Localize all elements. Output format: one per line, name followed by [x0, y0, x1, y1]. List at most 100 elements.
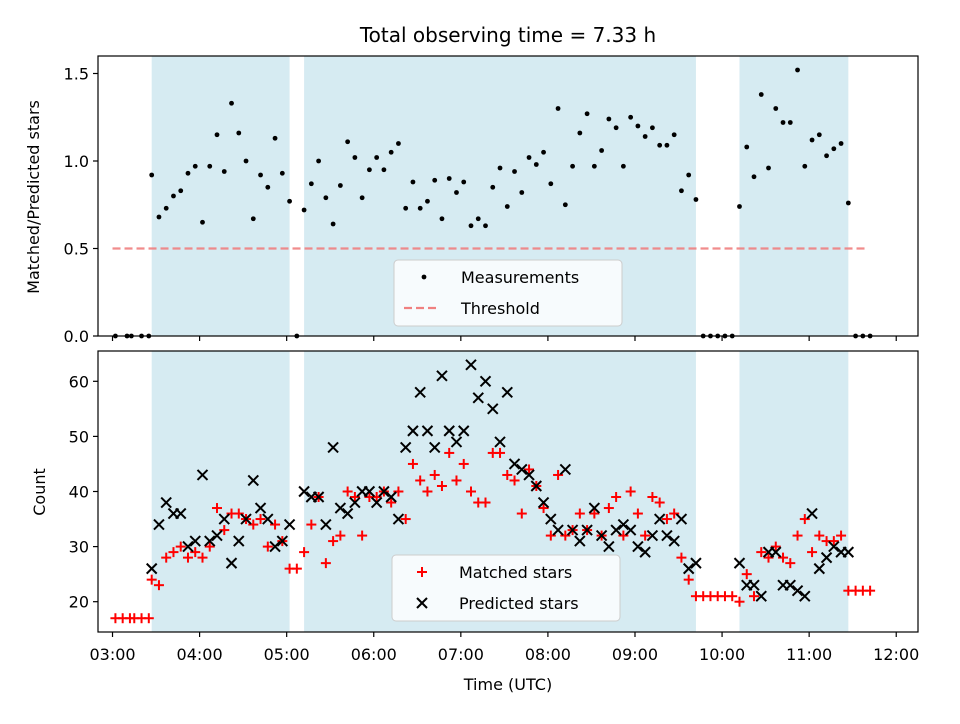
matched-star-marker [770, 541, 781, 552]
predicted-star-marker [537, 496, 550, 509]
measurement-point [381, 167, 387, 173]
predicted-star-marker [624, 524, 637, 536]
matched-star-marker [255, 514, 266, 525]
measurement-point [497, 165, 503, 171]
measurement-point [417, 205, 423, 211]
measurement-point [824, 153, 829, 159]
measurement-point [787, 120, 793, 125]
measurement-point [577, 130, 583, 136]
measurement-point [221, 169, 227, 174]
measurement-point [562, 202, 568, 208]
predicted-star-marker [262, 513, 274, 525]
matched-star-marker [436, 480, 447, 491]
measurement-point [229, 100, 234, 106]
predicted-star-marker [581, 524, 593, 536]
predicted-star-marker [196, 469, 209, 481]
matched-star-marker [204, 541, 215, 552]
x-tick-label: 04:00 [177, 645, 223, 664]
measurement-point [446, 176, 452, 181]
measurement-point [773, 106, 779, 111]
predicted-star-marker [225, 557, 238, 569]
y-tick-label: 50 [69, 427, 89, 446]
measurement-point [620, 163, 626, 169]
matched-star-marker [741, 569, 752, 580]
predicted-star-marker [639, 546, 651, 558]
predicted-star-marker [153, 518, 165, 531]
measurement-point [236, 130, 242, 136]
predicted-star-marker [653, 513, 666, 525]
matched-star-marker [386, 497, 397, 508]
predicted-star-marker [748, 579, 760, 591]
measurement-point [599, 148, 605, 153]
legend-matched-swatch [417, 567, 427, 577]
measurement-point [461, 179, 467, 185]
matched-star-marker [618, 530, 629, 541]
measurement-point [250, 216, 256, 222]
predicted-star-marker [791, 584, 804, 597]
matched-star-marker [306, 519, 317, 530]
matched-star-marker [190, 547, 201, 558]
predicted-star-marker [407, 425, 419, 437]
matched-star-marker [778, 552, 789, 563]
legend-box [393, 259, 623, 327]
matched-star-marker [291, 563, 302, 574]
x-axis-label: Time (UTC) [463, 675, 552, 694]
matched-star-marker [458, 458, 469, 469]
matched-star-marker [828, 536, 839, 547]
predicted-star-marker [421, 425, 434, 437]
measurement-point [570, 163, 575, 169]
matched-star-marker [212, 503, 223, 514]
measurement-point [751, 174, 757, 180]
matched-star-marker [299, 547, 310, 558]
measurement-point [403, 205, 409, 211]
bottom-panel: 20 30 40 50 60 03:00 04:00 05:00 06:00 07:00 08:00… [69, 350, 919, 664]
measurement-point [831, 146, 837, 152]
matched-star-marker [836, 530, 847, 541]
x-tick-label: 08:00 [525, 645, 571, 664]
measurement-point [337, 183, 343, 188]
matched-star-marker [495, 447, 506, 458]
matched-star-marker [727, 591, 738, 602]
measurement-point [541, 149, 546, 155]
predicted-star-marker [392, 513, 405, 525]
matched-star-marker [807, 547, 818, 558]
measurement-point [439, 216, 445, 222]
y-tick-label: 40 [69, 483, 89, 502]
matched-star-marker [640, 530, 651, 541]
matched-star-marker [161, 552, 172, 563]
predicted-star-marker [523, 469, 535, 481]
x-tick-label: 05:00 [264, 645, 310, 664]
predicted-star-marker [465, 359, 477, 371]
matched-star-marker [654, 497, 665, 508]
predicted-star-marker [755, 590, 767, 602]
measurement-point [664, 142, 670, 148]
matched-star-marker [153, 580, 164, 591]
matched-star-marker [444, 447, 455, 458]
predicted-star-marker [450, 436, 463, 448]
matched-star-marker [661, 514, 672, 525]
predicted-star-marker [508, 458, 521, 470]
measurement-point [396, 141, 401, 146]
predicted-star-marker [370, 496, 383, 509]
predicted-star-marker [175, 507, 187, 520]
y-tick-label: 60 [69, 372, 89, 391]
x-tick-label: 07:00 [438, 645, 484, 664]
matched-star-marker [168, 547, 179, 558]
measurement-point [642, 134, 648, 139]
matched-star-marker [734, 596, 745, 607]
matched-star-marker [785, 558, 796, 569]
predicted-star-marker [443, 425, 455, 437]
predicted-star-marker [646, 529, 659, 542]
measurement-point [845, 200, 851, 206]
measurement-point [308, 181, 314, 187]
matched-star-marker [349, 492, 360, 503]
measurement-point [468, 223, 474, 229]
predicted-star-marker [682, 562, 695, 575]
measurement-point [737, 204, 742, 209]
matched-star-marker [415, 475, 426, 486]
matched-star-marker [516, 508, 527, 519]
predicted-star-marker [276, 535, 289, 547]
matched-star-marker [589, 508, 600, 519]
predicted-star-marker [385, 491, 397, 503]
measurement-point [287, 198, 292, 204]
